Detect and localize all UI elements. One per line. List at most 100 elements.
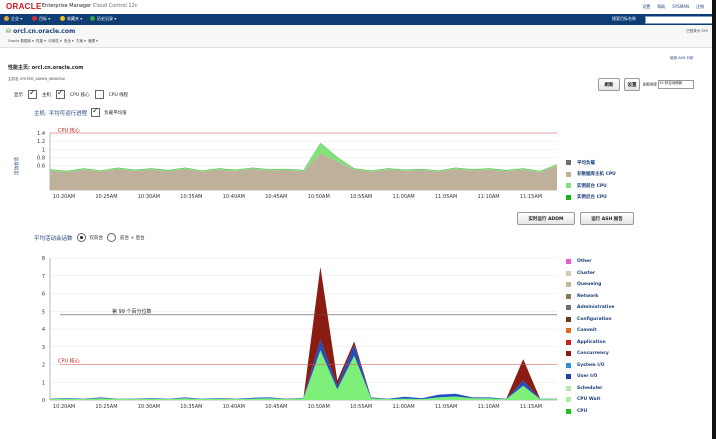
y-tick-label: 3 bbox=[42, 345, 45, 351]
legend-item-cpu-wait: CPU Wait bbox=[566, 394, 614, 406]
host-checkbox[interactable] bbox=[28, 88, 37, 99]
x-tick-label: 10:20AM bbox=[53, 404, 75, 410]
legend-label: Queueing bbox=[577, 282, 602, 288]
foreground-radio[interactable] bbox=[76, 233, 86, 242]
legend-item-system-i-o: System I/O bbox=[566, 360, 614, 372]
search-input[interactable] bbox=[645, 16, 712, 24]
refresh-button[interactable]: 刷新 bbox=[598, 78, 620, 91]
target-menu-item[interactable]: 管理 bbox=[88, 39, 96, 43]
legend-item-concurrency: Concurrency bbox=[566, 348, 614, 360]
x-tick-label: 10:30AM bbox=[138, 404, 160, 410]
x-tick-label: 11:10AM bbox=[477, 194, 499, 200]
target-menu-item[interactable]: 性能 bbox=[36, 39, 44, 43]
y-tick-label: 5 bbox=[42, 309, 45, 315]
legend-swatch bbox=[566, 408, 571, 414]
view-label: 显示 bbox=[14, 92, 23, 98]
page-subtitle: 主机名 SYSTEM_ADMIN_WINDOW bbox=[8, 77, 65, 81]
legend-label: Scheduler bbox=[577, 385, 603, 391]
enterprise-icon bbox=[4, 16, 9, 21]
legend-label: Application bbox=[577, 339, 606, 345]
user-io-area bbox=[50, 339, 557, 400]
legend-label: Other bbox=[577, 259, 592, 265]
legend-item-application: Application bbox=[566, 337, 614, 349]
x-tick-label: 11:05AM bbox=[435, 194, 457, 200]
legend-swatch bbox=[566, 362, 571, 368]
legend-swatch bbox=[566, 397, 571, 403]
window-edge bbox=[712, 0, 716, 439]
aas-section-title: 平均活动会话数 仅前台 前台 + 后台 bbox=[34, 233, 145, 242]
page-title: 性能主页: orcl.cn.oracle.com bbox=[8, 65, 84, 71]
legend-swatch bbox=[566, 259, 571, 265]
legend-item: 实例后台 CPU bbox=[566, 192, 616, 204]
target-menu-item[interactable]: 可用性 bbox=[48, 39, 59, 43]
settings-button[interactable]: 设置 bbox=[624, 78, 640, 91]
legend-swatch bbox=[566, 282, 571, 288]
target-name[interactable]: ⛁ orcl.cn.oracle.com bbox=[6, 28, 76, 35]
legend-item: 非数据库主机 CPU bbox=[566, 169, 616, 181]
target-menu: Oracle 数据库 ▾ 性能 ▾ 可用性 ▾ 安全 ▾ 方案 ▾ 管理 ▾ bbox=[8, 39, 98, 43]
x-tick-label: 11:15AM bbox=[520, 404, 542, 410]
target-menu-item[interactable]: 方案 bbox=[75, 39, 83, 43]
x-tick-label: 10:25AM bbox=[95, 194, 117, 200]
cpu-cores-checkbox[interactable] bbox=[56, 88, 65, 99]
y-tick-label: 4 bbox=[42, 327, 45, 333]
legend-item-commit: Commit bbox=[566, 325, 614, 337]
x-tick-label: 11:10AM bbox=[477, 404, 499, 410]
x-tick-label: 10:35AM bbox=[180, 404, 202, 410]
load-average-checkbox[interactable] bbox=[91, 106, 101, 117]
legend-item-user-i-o: User I/O bbox=[566, 371, 614, 383]
x-tick-label: 11:05AM bbox=[435, 404, 457, 410]
refresh-select[interactable]: 15 秒自动刷新 bbox=[658, 80, 695, 89]
cpu-threads-label: CPU 线程 bbox=[108, 92, 129, 98]
legend-label: Network bbox=[577, 293, 599, 299]
x-tick-label: 11:00AM bbox=[393, 194, 415, 200]
target-icon bbox=[32, 16, 37, 21]
y-tick-label: 0 bbox=[42, 398, 45, 404]
menu-enterprise[interactable]: 企业 ▾ bbox=[4, 16, 22, 22]
run-addm-button[interactable]: 实时运行 ADDM bbox=[517, 212, 575, 225]
non-db-cpu-area bbox=[50, 153, 557, 190]
cpu-threads-checkbox[interactable] bbox=[94, 90, 104, 99]
login-info: 已登录为 SYS bbox=[686, 29, 708, 33]
target-menu-item[interactable]: 安全 bbox=[63, 39, 71, 43]
logout-link[interactable]: 注销 bbox=[696, 4, 704, 9]
star-icon bbox=[60, 16, 65, 21]
y-axis-label: 活动会话 bbox=[13, 157, 20, 175]
y-tick-label: 7 bbox=[42, 274, 45, 280]
target-menu-item[interactable]: Oracle 数据库 bbox=[8, 39, 32, 43]
x-tick-label: 10:50AM bbox=[308, 194, 330, 200]
run-ash-button[interactable]: 运行 ASH 报告 bbox=[580, 212, 634, 225]
menu-favorites[interactable]: 收藏夹 ▾ bbox=[60, 16, 82, 22]
history-icon bbox=[90, 16, 95, 21]
fg-bg-radio[interactable] bbox=[107, 233, 117, 242]
legend-swatch bbox=[566, 270, 571, 276]
x-tick-label: 11:00AM bbox=[393, 404, 415, 410]
ash-analytics-link[interactable]: 使用 ASH 分析 bbox=[670, 56, 694, 60]
menu-history[interactable]: 历史记录 ▾ bbox=[90, 16, 116, 22]
legend-label: System I/O bbox=[577, 362, 605, 368]
help-link[interactable]: 帮助 bbox=[657, 4, 666, 9]
legend-swatch bbox=[566, 374, 571, 380]
legend-item: 平均负载 bbox=[566, 157, 616, 169]
x-tick-label: 10:45AM bbox=[265, 194, 287, 200]
legend-swatch bbox=[566, 385, 571, 391]
user-link[interactable]: SYSMAN bbox=[672, 4, 689, 9]
legend-swatch bbox=[566, 305, 571, 311]
search-label: 搜索目标名称 bbox=[612, 16, 636, 21]
database-icon: ⛁ bbox=[6, 28, 14, 35]
x-tick-label: 10:35AM bbox=[180, 194, 202, 200]
menu-targets[interactable]: 目标 ▾ bbox=[32, 16, 50, 22]
cpu-area bbox=[50, 350, 557, 400]
legend-label: CPU bbox=[577, 408, 588, 414]
setup-link[interactable]: 设置 bbox=[642, 4, 651, 9]
legend-item-queueing: Queueing bbox=[566, 279, 614, 291]
view-options: 显示 主机 CPU 核心 CPU 线程 bbox=[14, 88, 129, 99]
host-legend: 平均负载 非数据库主机 CPU 实例前台 CPU 实例后台 CPU bbox=[566, 157, 616, 203]
y-tick-label: 1.2 bbox=[37, 139, 45, 145]
legend-label: Concurrency bbox=[577, 351, 609, 357]
legend-swatch bbox=[566, 293, 571, 299]
y-tick-label: 1.4 bbox=[37, 131, 45, 137]
legend-item: 实例前台 CPU bbox=[566, 180, 616, 192]
legend-item-other: Other bbox=[566, 256, 614, 268]
oracle-logo: ORACLE bbox=[6, 2, 42, 11]
